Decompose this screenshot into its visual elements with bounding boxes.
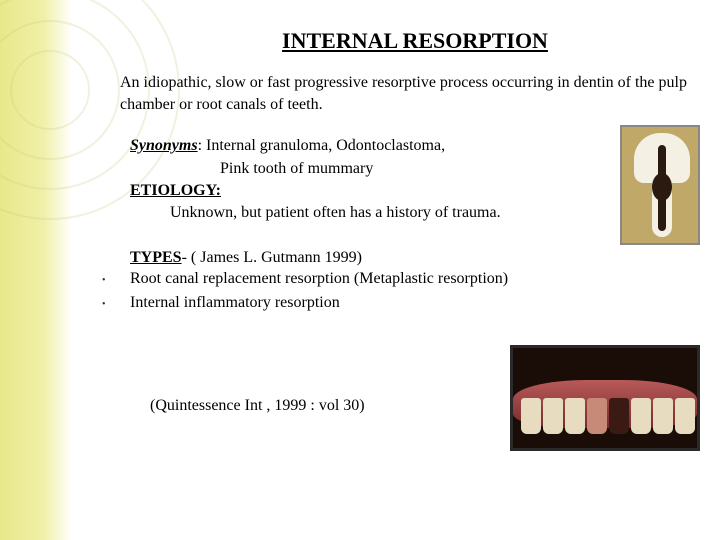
citation-text: (Quintessence Int , 1999 : vol 30) — [150, 397, 365, 415]
page-title: INTERNAL RESORPTION — [140, 28, 690, 54]
etiology-heading: ETIOLOGY: — [130, 180, 690, 202]
etiology-text: Unknown, but patient often has a history… — [130, 202, 690, 224]
types-item-1: Internal inflammatory resorption — [130, 291, 690, 315]
slide-content: INTERNAL RESORPTION An idiopathic, slow … — [0, 0, 720, 540]
tooth-diagram-image — [620, 125, 700, 245]
synonyms-line1: Synonyms: Internal granuloma, Odontoclas… — [130, 135, 690, 157]
etiology-label: ETIOLOGY: — [130, 182, 221, 199]
bottom-row: (Quintessence Int , 1999 : vol 30) — [100, 351, 690, 461]
clinical-photo-image — [510, 345, 700, 451]
definition-text: An idiopathic, slow or fast progressive … — [100, 72, 690, 115]
types-item-0: Root canal replacement resorption (Metap… — [130, 267, 690, 291]
synonyms-line2: Pink tooth of mummary — [130, 158, 690, 180]
types-label: TYPES — [130, 249, 182, 266]
types-block: TYPES- ( James L. Gutmann 1999) Root can… — [100, 249, 690, 315]
types-ref: - ( James L. Gutmann 1999) — [182, 249, 362, 266]
types-list: Root canal replacement resorption (Metap… — [100, 267, 690, 315]
synonyms-text1: : Internal granuloma, Odontoclastoma, — [198, 137, 445, 154]
synonyms-etiology-block: Synonyms: Internal granuloma, Odontoclas… — [100, 135, 690, 225]
synonyms-label: Synonyms — [130, 137, 198, 154]
types-heading: TYPES- ( James L. Gutmann 1999) — [100, 249, 690, 267]
